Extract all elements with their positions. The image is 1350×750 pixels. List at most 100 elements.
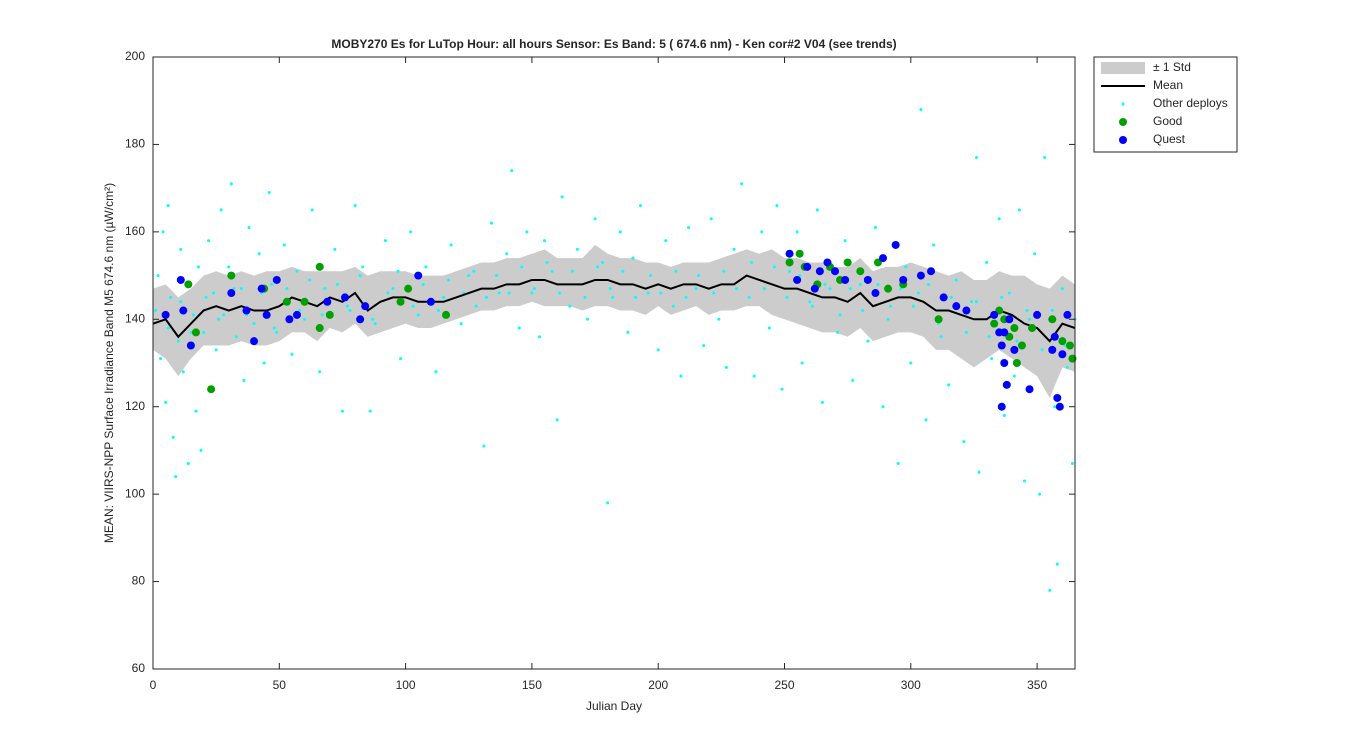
scatter-point — [1028, 324, 1037, 333]
scatter-point — [229, 182, 233, 186]
scatter-point — [1012, 374, 1016, 378]
x-tick-label: 300 — [901, 678, 921, 692]
scatter-point — [570, 269, 574, 273]
scatter-point — [292, 310, 301, 319]
scatter-point — [851, 378, 855, 382]
scatter-point — [974, 300, 978, 304]
scatter-point — [969, 300, 973, 304]
scatter-point — [694, 287, 698, 291]
scatter-point — [899, 287, 903, 291]
scatter-point — [977, 470, 981, 474]
legend-swatch — [1101, 62, 1145, 74]
scatter-point — [997, 217, 1001, 221]
legend-swatch — [1119, 136, 1127, 144]
scatter-point — [608, 287, 612, 291]
scatter-point — [585, 317, 589, 321]
scatter-point — [934, 315, 943, 324]
scatter-point — [886, 317, 890, 321]
scatter-point — [1055, 562, 1059, 566]
scatter-point — [361, 302, 370, 311]
x-tick-label: 250 — [774, 678, 794, 692]
scatter-point — [997, 341, 1006, 350]
scatter-point — [555, 418, 559, 422]
scatter-point — [510, 169, 514, 173]
scatter-point — [916, 271, 925, 280]
legend-swatch — [1119, 118, 1127, 126]
scatter-point — [252, 322, 256, 326]
scatter-point — [300, 297, 309, 306]
scatter-point — [189, 330, 193, 334]
chart-title: MOBY270 Es for LuTop Hour: all hours Sen… — [331, 37, 896, 51]
scatter-point — [962, 306, 971, 315]
scatter-point — [227, 265, 231, 269]
scatter-point — [353, 204, 357, 208]
scatter-point — [507, 291, 511, 295]
scatter-point — [656, 348, 660, 352]
scatter-point — [358, 274, 362, 278]
scatter-point — [684, 295, 688, 299]
scatter-point — [323, 297, 332, 306]
scatter-point — [272, 326, 276, 330]
scatter-point — [841, 275, 850, 284]
scatter-point — [505, 252, 509, 256]
scatter-point — [1053, 405, 1057, 409]
scatter-point — [179, 306, 188, 315]
scatter-point — [990, 310, 999, 319]
scatter-point — [159, 357, 163, 361]
scatter-point — [1033, 310, 1042, 319]
scatter-point — [404, 284, 413, 293]
scatter-point — [298, 309, 302, 313]
legend-label: Good — [1153, 114, 1182, 128]
scatter-point — [823, 282, 827, 286]
scatter-point — [207, 385, 216, 394]
scatter-point — [785, 258, 794, 267]
scatter-point — [848, 287, 852, 291]
scatter-point — [990, 357, 994, 361]
scatter-point — [659, 291, 663, 295]
scatter-point — [724, 365, 728, 369]
scatter-point — [1000, 295, 1004, 299]
scatter-point — [310, 208, 314, 212]
scatter-point — [295, 269, 299, 273]
scatter-point — [179, 247, 183, 251]
scatter-point — [333, 247, 337, 251]
scatter-point — [196, 265, 200, 269]
scatter-point — [568, 304, 572, 308]
scatter-point — [186, 462, 190, 466]
scatter-point — [171, 435, 175, 439]
scatter-point — [820, 400, 824, 404]
scatter-point — [199, 448, 203, 452]
scatter-point — [525, 230, 529, 234]
scatter-point — [939, 293, 948, 302]
scatter-point — [1048, 315, 1057, 324]
scatter-point — [396, 269, 400, 273]
scatter-point — [285, 315, 294, 324]
scatter-point — [1025, 309, 1029, 313]
scatter-point — [601, 260, 605, 264]
scatter-point — [1043, 156, 1047, 160]
y-tick-label: 180 — [125, 137, 145, 151]
scatter-point — [325, 310, 334, 319]
plot-area — [152, 107, 1077, 592]
scatter-point — [1040, 348, 1044, 352]
x-axis-label: Julian Day — [586, 699, 642, 713]
scatter-point — [1048, 588, 1052, 592]
scatter-point — [409, 230, 413, 234]
scatter-point — [747, 295, 751, 299]
scatter-point — [449, 243, 453, 247]
scatter-point — [909, 361, 913, 365]
scatter-point — [740, 182, 744, 186]
scatter-point — [308, 278, 312, 282]
scatter-point — [1033, 252, 1037, 256]
scatter-point — [750, 260, 754, 264]
scatter-point — [793, 275, 802, 284]
scatter-point — [166, 326, 170, 330]
scatter-point — [467, 274, 471, 278]
scatter-point — [626, 330, 630, 334]
scatter-point — [858, 282, 862, 286]
scatter-point — [815, 267, 824, 276]
scatter-point — [611, 295, 615, 299]
scatter-point — [303, 317, 307, 321]
scatter-point — [386, 291, 390, 295]
x-tick-label: 350 — [1027, 678, 1047, 692]
